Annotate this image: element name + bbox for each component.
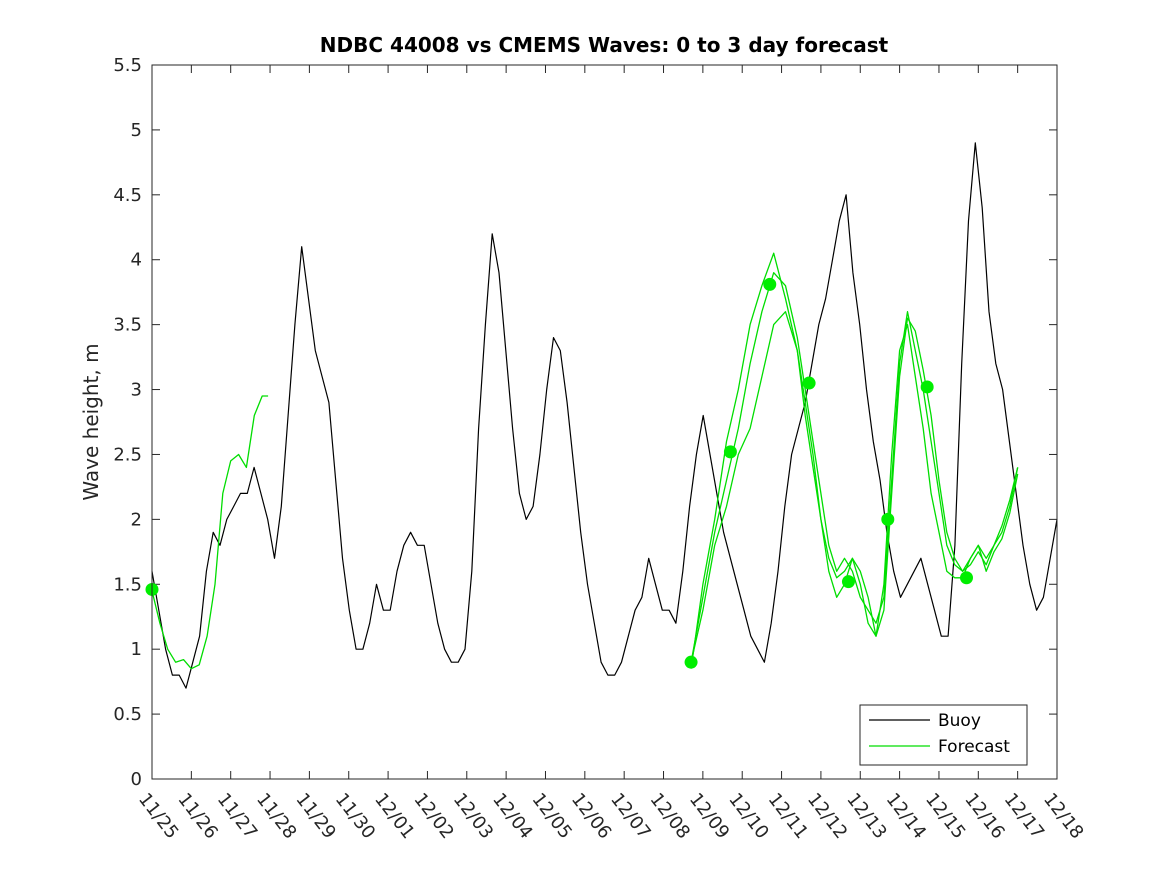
x-tick-label: 11/29: [291, 789, 339, 843]
forecast-start-marker: [841, 575, 855, 589]
x-tick-label: 11/30: [331, 789, 379, 843]
x-tick-label: 12/03: [449, 789, 497, 843]
plot-background: [152, 65, 1057, 779]
forecast-start-marker: [723, 445, 737, 459]
x-tick-label: 12/01: [370, 789, 418, 843]
legend: Buoy Forecast: [859, 704, 1028, 766]
forecast-start-marker: [920, 380, 934, 394]
plot-frame: [151, 64, 1058, 780]
legend-buoy-label: Buoy: [938, 711, 981, 731]
y-tick-label: 0: [131, 769, 142, 790]
y-axis-label: Wave height, m: [79, 343, 103, 500]
x-tick-label: 12/08: [646, 789, 694, 843]
x-tick-label: 12/04: [488, 789, 536, 843]
forecast-series-line-4: [690, 252, 1019, 669]
forecast-start-marker: [684, 655, 698, 669]
y-tick-label: 2.5: [113, 444, 142, 465]
x-tick-label: 12/07: [606, 789, 654, 843]
y-tick-label: 5: [131, 120, 142, 141]
forecast-start-marker: [763, 277, 777, 291]
x-tick-label: 12/10: [724, 789, 772, 843]
y-tick-label: 3.5: [113, 315, 142, 336]
x-tick-label: 11/26: [173, 789, 221, 843]
x-tick-label: 11/28: [252, 789, 300, 843]
y-tick-label: 3: [131, 380, 142, 401]
legend-box: [859, 704, 1028, 766]
x-tick-label: 11/27: [213, 789, 261, 843]
x-tick-label: 12/11: [764, 789, 812, 843]
x-tick-label: 12/05: [528, 789, 576, 843]
y-tick-label: 4.5: [113, 185, 142, 206]
series-layer: [151, 142, 1058, 689]
y-tick-label: 1.5: [113, 574, 142, 595]
x-tick-label: 12/17: [1000, 789, 1048, 843]
y-tick-label: 2: [131, 509, 142, 530]
forecast-series-line-2: [690, 311, 1019, 663]
x-tick-label: 12/02: [409, 789, 457, 843]
x-tick-label: 12/06: [567, 789, 615, 843]
forecast-start-marker: [802, 376, 816, 390]
forecast-series-line-1: [151, 395, 269, 670]
marker-layer: [145, 277, 973, 669]
legend-forecast-label: Forecast: [938, 737, 1010, 757]
x-tick-label: 12/13: [842, 789, 890, 843]
forecast-start-marker: [960, 571, 973, 585]
y-tick-label: 5.5: [113, 55, 142, 76]
x-tick-label: 12/16: [960, 789, 1008, 843]
x-tick-label: 12/15: [921, 789, 969, 843]
chart-title: NDBC 44008 vs CMEMS Waves: 0 to 3 day fo…: [320, 33, 889, 57]
x-tick-label: 12/12: [803, 789, 851, 843]
x-tick-label: 12/09: [685, 789, 733, 843]
y-tick-label: 4: [131, 250, 142, 271]
x-tick-label: 12/14: [882, 789, 930, 843]
buoy-series-line: [151, 142, 1058, 689]
forecast-start-marker: [881, 512, 895, 526]
y-tick-label: 1: [131, 639, 142, 660]
y-tick-label: 0.5: [113, 704, 142, 725]
x-tick-label: 12/18: [1039, 789, 1087, 843]
x-tick-label: 11/25: [134, 789, 182, 843]
